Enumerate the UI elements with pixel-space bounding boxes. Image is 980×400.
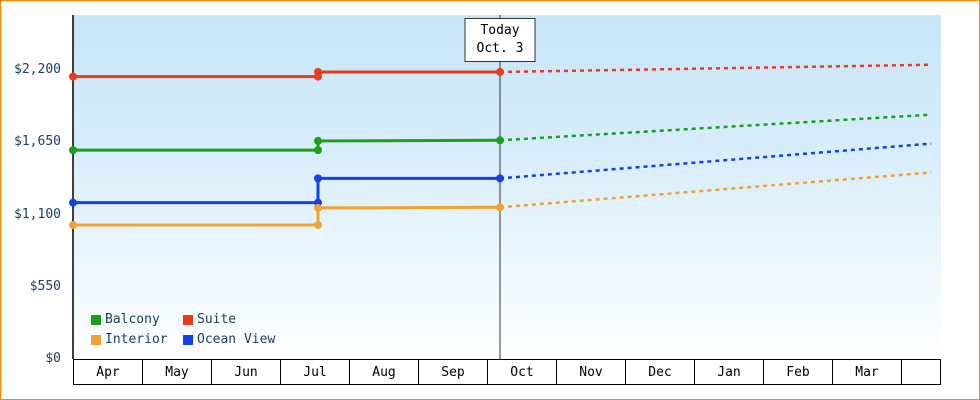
y-axis-labels: $0 $550 $1,100 $1,650 $2,200 <box>1 1 67 399</box>
y-tick-label: $2,200 <box>14 62 61 77</box>
month-row: Apr May Jun Jul Aug Sep Oct Nov Dec Jan Feb Mar <box>73 359 941 385</box>
month-cell-may: May <box>142 359 212 385</box>
y-tick-label: $1,100 <box>14 206 61 222</box>
month-cell-nov: Nov <box>556 359 626 385</box>
month-cell-jun: Jun <box>211 359 281 385</box>
month-cell-feb: Feb <box>763 359 833 385</box>
plot-area <box>73 15 941 359</box>
month-cell-sep: Sep <box>418 359 488 385</box>
month-cell-oct: Oct <box>487 359 557 385</box>
legend-label-ocean-view: Ocean View <box>197 332 276 347</box>
month-cell-jan: Jan <box>694 359 764 385</box>
legend-label-suite: Suite <box>197 312 237 327</box>
legend-label-balcony: Balcony <box>105 312 160 327</box>
y-tick-label: $1,650 <box>14 134 61 150</box>
today-label: Today <box>480 23 520 38</box>
legend-item-balcony: Balcony <box>91 312 183 327</box>
legend-swatch-ocean-view <box>183 334 193 345</box>
legend-item-interior: Interior <box>91 332 183 347</box>
legend-item-suite: Suite <box>183 312 275 327</box>
month-cell-mar: Mar <box>832 359 902 385</box>
today-marker-box: Today Oct. 3 <box>464 18 536 63</box>
legend-swatch-interior <box>91 334 101 345</box>
legend-swatch-balcony <box>91 314 101 325</box>
legend-label-interior: Interior <box>105 332 168 347</box>
legend-swatch-suite <box>183 314 193 325</box>
month-cell-filler <box>901 359 941 385</box>
legend: Balcony Suite Interior Ocean View <box>91 312 275 347</box>
month-cell-jul: Jul <box>280 359 350 385</box>
month-cell-apr: Apr <box>73 359 143 385</box>
month-cell-dec: Dec <box>625 359 695 385</box>
month-cell-aug: Aug <box>349 359 419 385</box>
y-tick-label: $0 <box>45 351 61 366</box>
today-date: Oct. 3 <box>476 41 524 57</box>
legend-item-ocean-view: Ocean View <box>183 332 275 347</box>
y-tick-label: $550 <box>29 278 61 294</box>
